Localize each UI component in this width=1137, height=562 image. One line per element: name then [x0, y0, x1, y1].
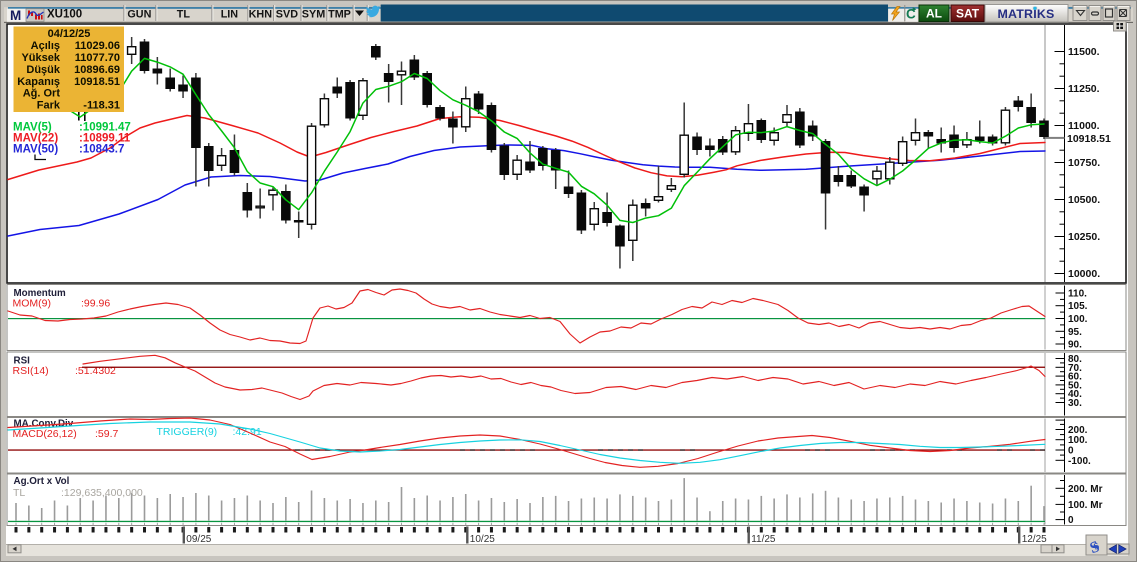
- svg-text:110.: 110.: [1068, 289, 1087, 300]
- svg-text:80.: 80.: [1068, 354, 1082, 365]
- svg-text:Momentum: Momentum: [14, 288, 67, 299]
- svg-text:11500.: 11500.: [1068, 46, 1100, 58]
- svg-text:10918.51: 10918.51: [1067, 133, 1111, 145]
- svg-text:Fark: Fark: [37, 100, 61, 112]
- svg-text:LIN: LIN: [221, 9, 239, 21]
- svg-text:MAV(22): MAV(22): [13, 133, 58, 145]
- svg-text:SAT: SAT: [956, 7, 980, 21]
- svg-text:TRIGGER(9): TRIGGER(9): [157, 426, 218, 438]
- svg-text:Düşük: Düşük: [26, 64, 61, 76]
- svg-text:0: 0: [1068, 515, 1074, 526]
- svg-text:-118.31: -118.31: [83, 100, 120, 112]
- svg-text::51.4302: :51.4302: [75, 365, 116, 377]
- svg-text::10899.11: :10899.11: [79, 133, 131, 145]
- svg-text:Ağ. Ort: Ağ. Ort: [23, 88, 61, 100]
- svg-text::99.96: :99.96: [81, 298, 110, 310]
- svg-text:30.: 30.: [1068, 398, 1082, 409]
- svg-text:RSI: RSI: [14, 356, 31, 367]
- svg-text:200. Mr: 200. Mr: [1068, 484, 1103, 495]
- svg-text:MA.Conv.Div: MA.Conv.Div: [14, 419, 74, 430]
- svg-text:TL: TL: [177, 9, 191, 21]
- svg-text:100.: 100.: [1068, 314, 1088, 325]
- svg-text:XU100: XU100: [47, 9, 82, 21]
- svg-text:RSI(14): RSI(14): [13, 365, 49, 377]
- svg-text:10000.: 10000.: [1068, 268, 1100, 280]
- svg-text:10750.: 10750.: [1068, 157, 1100, 169]
- svg-text:11/25: 11/25: [751, 534, 776, 545]
- svg-text:MOM(9): MOM(9): [13, 298, 52, 310]
- svg-text::59.7: :59.7: [95, 428, 119, 440]
- svg-text:Kapanış: Kapanış: [17, 76, 60, 88]
- svg-text:SVD: SVD: [276, 9, 298, 21]
- svg-text:TMP: TMP: [328, 9, 351, 21]
- svg-text:TL: TL: [13, 487, 25, 499]
- svg-text:M: M: [10, 8, 21, 23]
- svg-text:10500.: 10500.: [1068, 194, 1100, 206]
- svg-text:10918.51: 10918.51: [74, 76, 120, 88]
- svg-text:70.: 70.: [1068, 363, 1082, 374]
- svg-text:10250.: 10250.: [1068, 231, 1100, 243]
- svg-text:11029.06: 11029.06: [75, 40, 120, 52]
- svg-text:MATRİKS: MATRİKS: [998, 6, 1055, 21]
- svg-text:Yüksek: Yüksek: [21, 52, 60, 64]
- svg-text:MACD(26,12): MACD(26,12): [13, 428, 77, 440]
- svg-text:200.: 200.: [1068, 425, 1088, 436]
- svg-text:100. Mr: 100. Mr: [1068, 500, 1103, 511]
- svg-text:11000.: 11000.: [1068, 120, 1100, 132]
- svg-text:09/25: 09/25: [186, 534, 211, 545]
- svg-text::10843.7: :10843.7: [79, 144, 124, 156]
- svg-text:90.: 90.: [1068, 340, 1082, 351]
- svg-text:100.: 100.: [1068, 435, 1088, 446]
- svg-text:-100.: -100.: [1068, 456, 1091, 467]
- svg-text:60.: 60.: [1068, 372, 1082, 383]
- svg-text:11077.70: 11077.70: [75, 52, 120, 64]
- svg-text::10991.47: :10991.47: [79, 122, 131, 134]
- svg-text:0: 0: [1068, 446, 1074, 457]
- svg-text:Ag.Ort x Vol: Ag.Ort x Vol: [14, 476, 70, 487]
- svg-text:MAV(5): MAV(5): [13, 122, 52, 134]
- svg-text:KHN: KHN: [249, 9, 273, 21]
- svg-text:04/12/25: 04/12/25: [48, 28, 91, 40]
- svg-text:50.: 50.: [1068, 380, 1082, 391]
- svg-text:SYM: SYM: [302, 9, 325, 21]
- svg-text:10896.69: 10896.69: [74, 64, 120, 76]
- svg-text:s: s: [1091, 537, 1101, 553]
- svg-text::129,635,400,000: :129,635,400,000: [61, 487, 143, 499]
- svg-text:C: C: [906, 7, 916, 22]
- svg-text:11250.: 11250.: [1068, 83, 1100, 95]
- svg-text:10/25: 10/25: [470, 534, 495, 545]
- svg-text:40.: 40.: [1068, 389, 1082, 400]
- svg-text:AL: AL: [926, 7, 942, 21]
- svg-text:95.: 95.: [1068, 327, 1082, 338]
- svg-text:Açılış: Açılış: [31, 40, 60, 52]
- svg-text:MAV(50): MAV(50): [13, 144, 58, 156]
- svg-text:105.: 105.: [1068, 301, 1088, 312]
- svg-text:GUN: GUN: [127, 9, 151, 21]
- svg-text:12/25: 12/25: [1022, 534, 1047, 545]
